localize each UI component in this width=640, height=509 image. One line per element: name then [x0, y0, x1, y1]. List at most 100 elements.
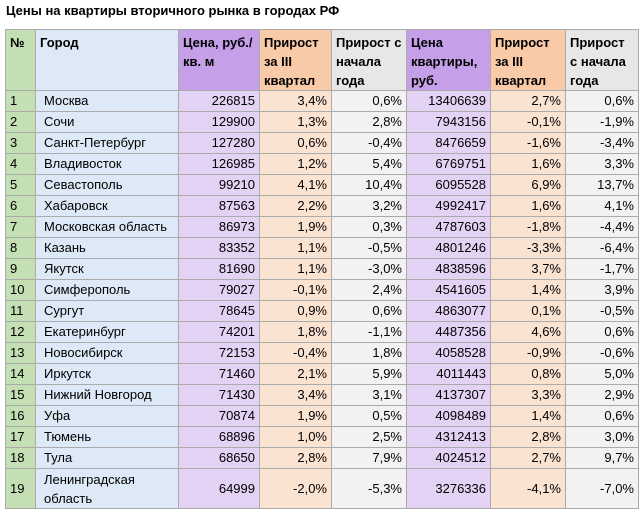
cell-growth-q3-sqm: 1,1%	[259, 258, 332, 280]
cell-growth-q3-sqm: 0,6%	[259, 132, 332, 154]
cell-num: 16	[5, 405, 36, 427]
cell-growth-ytd-flat: 3,0%	[565, 426, 639, 448]
cell-growth-ytd-flat: 2,9%	[565, 384, 639, 406]
header-num: №	[5, 29, 36, 91]
cell-growth-ytd-sqm: -0,4%	[331, 132, 407, 154]
cell-num: 11	[5, 300, 36, 322]
cell-num: 5	[5, 174, 36, 196]
cell-price-flat: 4312413	[406, 426, 491, 448]
cell-growth-ytd-flat: -7,0%	[565, 468, 639, 509]
cell-growth-q3-sqm: 3,4%	[259, 90, 332, 112]
cell-price-sqm: 78645	[178, 300, 260, 322]
cell-growth-q3-sqm: 4,1%	[259, 174, 332, 196]
cell-growth-ytd-sqm: 3,1%	[331, 384, 407, 406]
table-row: 14 Иркутск 71460 2,1% 5,9% 4011443 0,8% 5,0%	[5, 363, 639, 385]
table-row: 17 Тюмень 68896 1,0% 2,5% 4312413 2,8% 3,0%	[5, 426, 639, 448]
cell-price-flat: 4487356	[406, 321, 491, 343]
cell-growth-ytd-flat: 3,3%	[565, 153, 639, 175]
prices-table: № Город Цена, руб./кв. м Прирост за III …	[5, 29, 639, 509]
cell-price-flat: 3276336	[406, 468, 491, 509]
table-row: 15 Нижний Новгород 71430 3,4% 3,1% 4137307 3,3…	[5, 384, 639, 406]
cell-growth-q3-sqm: 1,9%	[259, 216, 332, 238]
header-city: Город	[35, 29, 179, 91]
cell-growth-ytd-sqm: 0,6%	[331, 90, 407, 112]
cell-city: Тула	[35, 447, 179, 469]
cell-price-flat: 4801246	[406, 237, 491, 259]
cell-growth-q3-sqm: 1,3%	[259, 111, 332, 133]
cell-growth-q3-sqm: 1,8%	[259, 321, 332, 343]
table-row: 12 Екатеринбург 74201 1,8% -1,1% 4487356 4,6% 0…	[5, 321, 639, 343]
cell-growth-ytd-flat: -6,4%	[565, 237, 639, 259]
cell-growth-q3-flat: 0,8%	[490, 363, 566, 385]
cell-growth-q3-flat: 1,4%	[490, 279, 566, 301]
cell-price-sqm: 87563	[178, 195, 260, 217]
cell-growth-q3-flat: 2,7%	[490, 447, 566, 469]
cell-growth-q3-sqm: -0,4%	[259, 342, 332, 364]
header-price-sqm: Цена, руб./кв. м	[178, 29, 260, 91]
table-row: 7 Московская область 86973 1,9% 0,3% 4787603-…	[5, 216, 639, 238]
cell-num: 7	[5, 216, 36, 238]
header-growth-ytd-sqm: Прирост с начала года	[331, 29, 407, 91]
cell-price-flat: 4541605	[406, 279, 491, 301]
cell-city: Новосибирск	[35, 342, 179, 364]
table-row: 6 Хабаровск 87563 2,2% 3,2% 4992417 1,6% 4,1%	[5, 195, 639, 217]
cell-num: 3	[5, 132, 36, 154]
cell-city: Сочи	[35, 111, 179, 133]
cell-growth-ytd-flat: 3,9%	[565, 279, 639, 301]
header-price-flat: Цена квартиры, руб.	[406, 29, 491, 91]
cell-growth-ytd-sqm: 2,4%	[331, 279, 407, 301]
cell-price-sqm: 68650	[178, 447, 260, 469]
table-row: 9 Якутск 81690 1,1% -3,0% 4838596 3,7% -1,7%	[5, 258, 639, 280]
cell-growth-ytd-sqm: 2,5%	[331, 426, 407, 448]
cell-price-flat: 4787603	[406, 216, 491, 238]
cell-growth-q3-flat: -4,1%	[490, 468, 566, 509]
cell-num: 4	[5, 153, 36, 175]
cell-price-sqm: 74201	[178, 321, 260, 343]
cell-growth-q3-flat: -1,8%	[490, 216, 566, 238]
cell-num: 13	[5, 342, 36, 364]
cell-growth-ytd-sqm: -1,1%	[331, 321, 407, 343]
cell-growth-ytd-flat: -3,4%	[565, 132, 639, 154]
cell-price-sqm: 68896	[178, 426, 260, 448]
cell-num: 10	[5, 279, 36, 301]
cell-growth-q3-sqm: -2,0%	[259, 468, 332, 509]
cell-growth-ytd-sqm: -5,3%	[331, 468, 407, 509]
table-row: 5 Севастополь 99210 4,1% 10,4% 6095528 6,9% 13,…	[5, 174, 639, 196]
cell-growth-q3-sqm: 3,4%	[259, 384, 332, 406]
cell-price-flat: 6769751	[406, 153, 491, 175]
cell-growth-ytd-sqm: 0,6%	[331, 300, 407, 322]
cell-city: Санкт-Петербург	[35, 132, 179, 154]
cell-num: 15	[5, 384, 36, 406]
cell-num: 12	[5, 321, 36, 343]
cell-city: Иркутск	[35, 363, 179, 385]
cell-growth-ytd-flat: 0,6%	[565, 405, 639, 427]
cell-price-flat: 4992417	[406, 195, 491, 217]
cell-growth-q3-flat: 1,4%	[490, 405, 566, 427]
cell-growth-ytd-sqm: -0,5%	[331, 237, 407, 259]
cell-price-flat: 8476659	[406, 132, 491, 154]
cell-growth-q3-flat: -0,1%	[490, 111, 566, 133]
cell-growth-q3-sqm: 1,1%	[259, 237, 332, 259]
cell-price-flat: 6095528	[406, 174, 491, 196]
cell-growth-ytd-sqm: 10,4%	[331, 174, 407, 196]
cell-growth-ytd-flat: 0,6%	[565, 90, 639, 112]
table-row: 4 Владивосток 126985 1,2% 5,4% 6769751 1,6% 3,3…	[5, 153, 639, 175]
table-row: 11 Сургут 78645 0,9% 0,6% 4863077 0,1% -0,5%	[5, 300, 639, 322]
header-growth-ytd-flat: Прирост с начала года	[565, 29, 639, 91]
cell-growth-q3-flat: 4,6%	[490, 321, 566, 343]
cell-price-sqm: 83352	[178, 237, 260, 259]
cell-growth-ytd-sqm: 5,4%	[331, 153, 407, 175]
cell-growth-ytd-flat: -1,7%	[565, 258, 639, 280]
cell-growth-q3-flat: -3,3%	[490, 237, 566, 259]
cell-price-sqm: 71460	[178, 363, 260, 385]
cell-num: 8	[5, 237, 36, 259]
cell-price-sqm: 79027	[178, 279, 260, 301]
cell-price-sqm: 64999	[178, 468, 260, 509]
cell-price-flat: 4838596	[406, 258, 491, 280]
cell-growth-q3-flat: 0,1%	[490, 300, 566, 322]
cell-price-sqm: 70874	[178, 405, 260, 427]
cell-growth-q3-flat: -0,9%	[490, 342, 566, 364]
cell-price-flat: 7943156	[406, 111, 491, 133]
cell-city: Хабаровск	[35, 195, 179, 217]
cell-num: 6	[5, 195, 36, 217]
